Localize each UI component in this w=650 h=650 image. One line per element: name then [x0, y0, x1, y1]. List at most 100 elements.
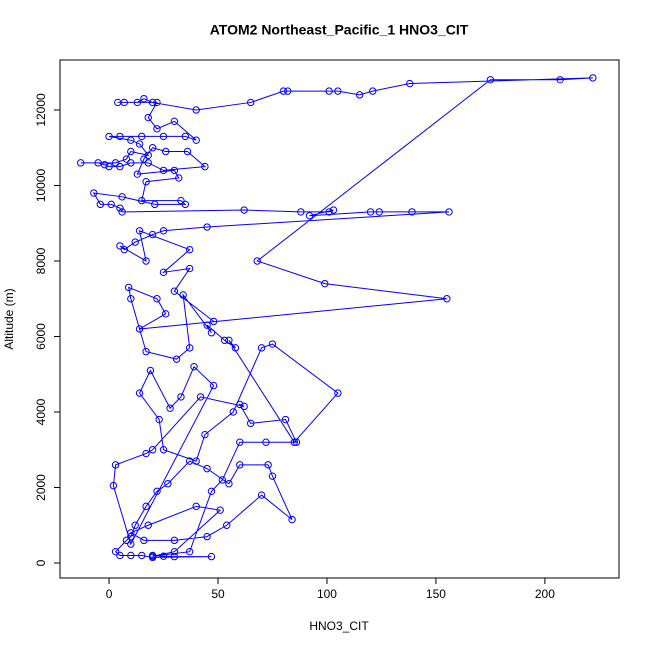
data-point	[284, 87, 292, 95]
data-point	[94, 159, 102, 167]
data-point	[253, 257, 261, 265]
data-point	[77, 159, 85, 167]
data-point	[257, 344, 266, 352]
data-point	[148, 552, 157, 560]
data-point	[138, 551, 146, 560]
data-point	[144, 521, 152, 529]
data-point	[225, 336, 233, 344]
y-tick-label: 4000	[34, 398, 48, 425]
data-point	[111, 159, 120, 167]
data-point	[144, 151, 152, 159]
data-point	[185, 547, 194, 556]
data-point	[486, 76, 495, 84]
data-point	[229, 408, 237, 416]
data-point	[148, 144, 157, 152]
data-point	[192, 457, 200, 465]
data-point	[127, 540, 135, 548]
data-point	[216, 506, 224, 514]
data-point	[181, 132, 190, 141]
data-point	[105, 162, 113, 171]
data-point	[109, 481, 118, 490]
data-point	[142, 257, 150, 265]
data-point	[159, 268, 168, 277]
data-point	[240, 206, 248, 214]
y-axis-label: Altitude (m)	[2, 288, 16, 349]
y-tick-label: 0	[34, 559, 48, 566]
data-point	[159, 552, 168, 560]
data-point	[138, 132, 146, 141]
data-point	[321, 279, 329, 288]
data-point	[175, 174, 183, 182]
y-tick-label: 2000	[34, 474, 48, 501]
data-point	[131, 238, 139, 246]
data-point	[170, 117, 179, 126]
data-point	[268, 340, 277, 348]
data-point	[122, 536, 131, 545]
data-point	[142, 347, 150, 356]
data-point	[142, 178, 150, 186]
data-point	[225, 480, 233, 488]
data-point	[264, 461, 272, 469]
data-point	[281, 415, 290, 424]
y-tick-label: 6000	[34, 323, 48, 350]
data-point	[142, 449, 150, 458]
data-point	[155, 415, 163, 424]
data-point	[127, 551, 135, 560]
data-point	[589, 74, 597, 82]
data-point	[334, 87, 342, 95]
data-point	[90, 189, 98, 197]
data-point	[135, 325, 144, 333]
data-point	[236, 438, 244, 446]
data-point	[240, 402, 248, 411]
data-point	[172, 355, 181, 363]
data-point	[192, 502, 200, 511]
data-point	[366, 208, 375, 216]
y-tick-label: 8000	[34, 247, 48, 274]
data-point	[329, 206, 338, 214]
data-point	[153, 98, 161, 107]
data-point	[406, 79, 414, 88]
data-point	[133, 98, 142, 107]
data-point	[207, 552, 216, 561]
data-point	[135, 140, 144, 148]
data-point	[177, 393, 185, 401]
data-point	[190, 363, 198, 371]
data-point	[151, 200, 159, 209]
data-point	[100, 161, 109, 169]
x-tick-label: 150	[426, 587, 446, 601]
data-point	[223, 521, 231, 529]
data-point	[142, 502, 150, 511]
data-point	[116, 132, 124, 141]
data-point	[135, 389, 144, 397]
data-point	[236, 400, 244, 409]
data-point	[218, 476, 227, 484]
data-point	[127, 159, 135, 167]
data-point	[111, 461, 120, 469]
data-point	[355, 91, 364, 99]
data-point	[138, 196, 146, 205]
data-point	[159, 227, 168, 235]
data-point	[203, 321, 211, 329]
data-point	[236, 461, 244, 469]
data-point	[144, 159, 152, 167]
data-point	[257, 491, 266, 499]
data-point	[140, 155, 148, 163]
data-point	[159, 166, 168, 175]
data-point	[203, 464, 211, 473]
data-point	[118, 208, 126, 216]
data-point	[148, 98, 157, 107]
chart-title: ATOM2 Northeast_Pacific_1 HNO3_CIT	[210, 22, 469, 38]
data-point	[209, 381, 218, 390]
data-point	[135, 227, 144, 235]
data-point	[111, 547, 120, 556]
data-point	[161, 147, 170, 156]
data-point	[116, 204, 124, 212]
data-point	[231, 344, 240, 352]
data-point	[170, 166, 179, 175]
data-point	[201, 162, 209, 171]
data-point	[196, 393, 205, 401]
data-point	[164, 480, 172, 488]
data-point	[153, 487, 161, 495]
data-point	[127, 529, 135, 537]
data-point	[408, 208, 416, 216]
